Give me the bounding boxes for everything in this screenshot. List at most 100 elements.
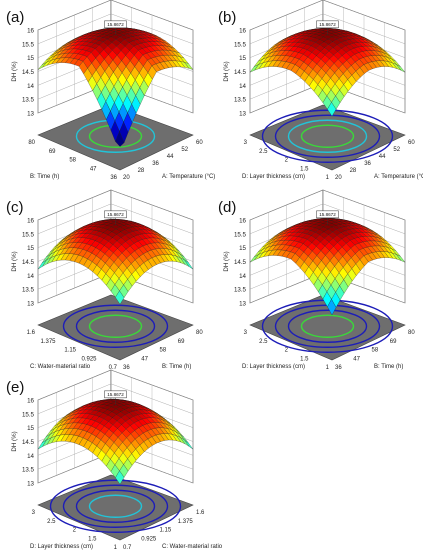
z-tick-label: 13.5	[22, 287, 35, 294]
z-tick-label: 15.5	[22, 41, 35, 48]
z-axis-label: DH (%)	[223, 251, 230, 271]
floor-contour	[287, 309, 368, 343]
z-tick-label: 14	[239, 83, 246, 90]
z-tick-label: 13	[239, 301, 246, 308]
left-axis-tick: 1	[326, 175, 330, 181]
z-tick-label: 15.5	[234, 231, 247, 238]
z-tick-label: 16	[27, 28, 34, 35]
left-axis-label: D: Layer thickness (cm)	[30, 544, 93, 550]
left-axis-tick: 3	[32, 510, 36, 516]
left-axis-tick: 2	[73, 528, 77, 534]
right-axis-tick: 52	[181, 147, 188, 153]
right-axis-tick: 36	[364, 161, 371, 167]
left-axis-tick: 2.5	[47, 519, 56, 525]
z-tick-label: 13	[27, 481, 34, 488]
left-axis-label: D: Layer thickness (cm)	[242, 174, 305, 180]
left-axis-tick: 47	[90, 166, 97, 172]
peak-label: 15.8672	[107, 22, 124, 27]
floor-plane	[249, 294, 406, 361]
right-axis-tick: 69	[178, 339, 185, 345]
surface-cell	[327, 102, 337, 117]
right-axis-tick: 60	[196, 140, 203, 146]
z-tick-label: 14	[27, 273, 34, 280]
z-gridline	[37, 13, 194, 45]
surface-cell	[115, 131, 125, 147]
right-axis-tick: 1.6	[196, 510, 205, 516]
z-tick-label: 15	[27, 425, 34, 432]
z-tick-label: 15	[27, 55, 34, 62]
right-axis-tick: 69	[390, 339, 397, 345]
panel-4: 13 13.5 14 14.5 15 15.5 16 DH (%) 1 1.5 2 2.5 3 0.7 0.…	[6, 369, 223, 550]
z-gridline	[37, 203, 194, 235]
z-gridline	[37, 189, 194, 221]
z-tick-label: 14.5	[234, 259, 247, 266]
z-tick-label: 13	[239, 111, 246, 118]
left-axis-tick: 1.15	[64, 348, 76, 354]
floor-contour	[274, 114, 381, 158]
z-gridline	[249, 203, 406, 235]
left-axis-tick: 3	[244, 140, 248, 146]
right-axis-tick: 44	[379, 154, 386, 160]
z-tick-label: 13.5	[234, 287, 247, 294]
z-gridline	[37, 369, 194, 401]
right-axis-tick: 47	[353, 356, 360, 362]
right-axis-tick: 58	[160, 348, 167, 354]
floor-contour	[75, 489, 156, 523]
left-axis-tick: 58	[69, 158, 76, 164]
left-axis-tick: 1.5	[300, 166, 309, 172]
left-axis-label: B: Time (h)	[30, 174, 59, 180]
z-gridline	[37, 383, 194, 415]
panel-label: (d)	[218, 199, 236, 216]
left-axis-tick: 1	[114, 545, 118, 550]
z-tick-label: 16	[27, 218, 34, 225]
z-axis-label: DH (%)	[11, 251, 18, 271]
z-tick-label: 15.5	[22, 411, 35, 418]
peak-label-box	[316, 210, 339, 219]
floor-plane	[37, 474, 194, 541]
response-surface	[249, 28, 406, 117]
right-axis-tick: 58	[372, 348, 379, 354]
left-axis-tick: 3	[244, 330, 248, 336]
peak-label: 15.8672	[107, 212, 124, 217]
panel-label: (c)	[6, 199, 24, 216]
left-axis-tick: 1.6	[27, 330, 36, 336]
right-axis-tick: 20	[123, 175, 130, 181]
left-axis-tick: 1.375	[40, 339, 56, 345]
floor-plane	[249, 104, 406, 171]
right-axis-tick: 44	[167, 154, 174, 160]
panel-label: (e)	[6, 379, 24, 396]
z-tick-label: 14.5	[234, 69, 247, 76]
z-tick-label: 14	[239, 273, 246, 280]
right-axis-tick: 80	[196, 330, 203, 336]
left-axis-label: C: Water-material ratio	[30, 364, 91, 370]
right-axis-tick: 47	[141, 356, 148, 362]
left-axis-label: D: Layer thickness (cm)	[242, 364, 305, 370]
floor-contour	[75, 309, 156, 343]
right-axis-tick: 20	[335, 175, 342, 181]
z-gridline	[249, 189, 406, 221]
panel-label: (b)	[218, 9, 236, 26]
response-surface	[37, 219, 194, 305]
right-axis-tick: 0.925	[141, 536, 157, 542]
floor-contour	[88, 314, 143, 338]
left-axis-tick: 2.5	[259, 149, 268, 155]
peak-label: 15.8672	[319, 212, 336, 217]
left-axis-tick: 36	[110, 175, 117, 181]
right-axis-tick: 0.7	[123, 545, 132, 550]
z-tick-label: 14.5	[22, 439, 35, 446]
panel-label: (a)	[6, 9, 24, 26]
left-axis-tick: 0.7	[109, 365, 118, 371]
z-axis-label: DH (%)	[223, 61, 230, 81]
left-axis-tick: 0.925	[81, 356, 97, 362]
right-axis-tick: 28	[350, 168, 357, 174]
z-gridline	[249, 0, 406, 31]
surface-cell	[115, 470, 125, 485]
panel-2: 13 13.5 14 14.5 15 15.5 16 DH (%) 0.7 0.925 1.15 1.…	[6, 189, 203, 371]
left-axis-tick: 2	[285, 348, 289, 354]
right-axis-tick: 36	[123, 365, 130, 371]
left-axis-tick: 2.5	[259, 339, 268, 345]
floor-contour	[300, 124, 355, 148]
response-surface	[37, 399, 194, 485]
floor-plane	[37, 294, 194, 361]
